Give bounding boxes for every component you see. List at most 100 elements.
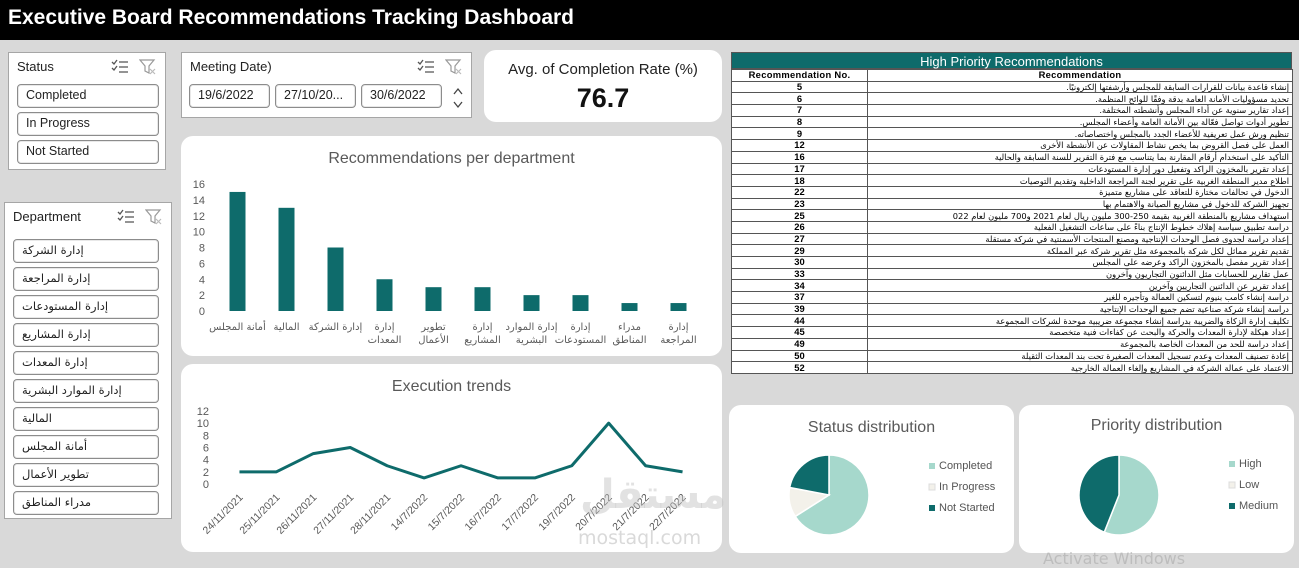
col-header-recommendation: Recommendation [867,69,1293,82]
department-option[interactable]: المالية [13,407,159,431]
priority-table-title: High Priority Recommendations [731,52,1292,69]
y-tick-label: 4 [199,274,205,286]
priority-pie-title: Priority distribution [1090,417,1223,434]
clear-filter-icon[interactable] [444,59,463,75]
legend-swatch [929,463,935,469]
x-tick-label: أمانة المجلس [209,320,266,333]
clear-filter-icon[interactable] [144,209,163,225]
recommendation-text: تقديم تقرير مماثل لكل شركة بالمجموعة مثل… [867,244,1293,257]
bar[interactable] [474,287,491,311]
recommendation-text: اطلاع مدير المنطقة الغربية على تقرير لجن… [867,174,1293,187]
status-option[interactable]: In Progress [17,112,159,136]
x-tick-label: البشرية [516,335,547,346]
pie-slice[interactable] [1078,454,1120,534]
table-row: 18 اطلاع مدير المنطقة الغربية على تقرير ل… [731,174,1293,187]
multi-select-icon[interactable] [117,209,135,225]
recommendation-text: التأكيد على استخدام أرقام المقارنة بما ي… [867,150,1293,164]
recommendation-text: إعداد تقارير سنوية عن أداء المجلس وأنشطت… [867,104,1293,117]
recommendation-number: 22 [731,185,868,199]
scroll-up-icon[interactable] [453,87,463,95]
date-option[interactable]: 27/10/20... [275,84,356,108]
x-tick-label: المالية [273,322,299,333]
recommendation-number: 17 [731,162,868,176]
bar[interactable] [278,207,295,311]
bar[interactable] [621,303,638,311]
recommendation-text: تكليف إدارة الزكاة والضريبة بدراسة إنشاء… [867,314,1293,328]
legend-label: Completed [939,460,992,472]
date-option[interactable]: 30/6/2022 [361,84,442,108]
y-tick-label: 12 [193,211,205,223]
department-option[interactable]: أمانة المجلس [13,435,159,459]
department-option[interactable]: إدارة المراجعة [13,267,159,291]
scroll-down-icon[interactable] [453,101,463,109]
table-row: 9 تنظيم ورش عمل تعريفية للأعضاء الجدد بال… [731,127,1293,141]
x-tick-label: المراجعة [660,335,696,346]
bar[interactable] [376,279,393,311]
recommendation-text: تطوير أدوات تواصل فعّالة بين الأمانة الع… [867,115,1293,129]
y-tick-label: 14 [193,195,205,207]
table-row: 30 إعداد تقرير مفصل بالمخزون الراكد وعرضه… [731,256,1293,269]
recommendations-bar-chart: 0 2 4 6 8 10 12 14 16 أمانة المجلس المالية إدارة ال… [193,179,697,346]
y-tick-label: 8 [199,243,205,255]
table-row: 5 إنشاء قاعدة بيانات للقرارات السابقة للم… [731,80,1293,94]
recommendation-number: 45 [731,326,868,339]
department-option[interactable]: إدارة الموارد البشرية [13,379,159,403]
status-slicer-header: Status [17,59,157,81]
department-option[interactable]: تطوير الأعمال [13,463,159,487]
bar[interactable] [425,287,442,311]
bar[interactable] [523,295,540,311]
y-tick-label: 6 [203,443,209,455]
recommendation-number: 29 [731,244,868,257]
x-tick-label: إدارة [668,322,688,333]
pie-slice[interactable] [1103,454,1160,536]
x-tick-label: إدارة الموارد [505,322,557,333]
recommendations-per-department-panel: Recommendations per department 0 2 4 6 8 10 12… [181,136,722,356]
dashboard-title: Executive Board Recommendations Tracking… [0,0,1299,40]
recommendation-number: 7 [731,104,868,117]
table-row: 33 عمل تقارير للحسابات مثل الدائنون التجا… [731,267,1293,281]
bar[interactable] [229,191,246,311]
recommendation-text: إعداد تقرير مفصل بالمخزون الراكد وعرضه ع… [867,256,1293,269]
department-slicer-title: Department [13,209,81,224]
recommendation-text: إعداد هيكلة لإدارة المعدات والحركة والبح… [867,326,1293,339]
status-option[interactable]: Completed [17,84,159,108]
department-option[interactable]: إدارة المشاريع [13,323,159,347]
status-slicer-title: Status [17,59,54,74]
trend-line[interactable] [239,421,683,480]
status-pie-chart: Completed In Progress Not Started [788,454,996,536]
x-tick-label: تطوير [420,322,446,333]
multi-select-icon[interactable] [111,59,129,75]
bar[interactable] [327,247,344,312]
recommendation-number: 25 [731,209,868,222]
department-option[interactable]: إدارة المستودعات [13,295,159,319]
status-option[interactable]: Not Started [17,140,159,164]
bar[interactable] [670,303,687,311]
x-tick-label: 19/7/2022 [536,492,578,534]
x-tick-label: مدراء [618,322,641,333]
pie-slice[interactable] [794,454,870,536]
y-tick-label: 0 [199,306,205,318]
x-tick-label: إدارة [472,322,492,333]
line-chart-title: Execution trends [391,378,512,395]
kpi-card: Avg. of Completion Rate (%) 76.7 [484,50,722,122]
clear-filter-icon[interactable] [138,59,157,75]
date-option[interactable]: 19/6/2022 [189,84,270,108]
department-option[interactable]: مدراء المناطق [13,491,159,515]
department-option[interactable]: إدارة الشركة [13,239,159,263]
recommendation-number: 44 [731,314,868,328]
x-tick-label: 15/7/2022 [426,492,468,534]
x-tick-label: الأعمال [418,333,449,346]
multi-select-icon[interactable] [417,59,435,75]
y-tick-label: 12 [197,406,209,418]
x-tick-label: إدارة الشركة [309,322,363,333]
pie-slice[interactable] [788,454,830,496]
legend-swatch [928,483,936,491]
date-slicer-header: Meeting Date) [190,59,463,81]
department-option[interactable]: إدارة المعدات [13,351,159,375]
recommendation-number: 49 [731,337,868,351]
recommendation-text: إعادة تصنيف المعدات وعدم تسجيل المعدات ا… [867,349,1293,363]
bar[interactable] [572,295,589,311]
recommendation-number: 33 [731,267,868,281]
x-tick-label: 16/7/2022 [463,492,505,534]
recommendation-text: دراسة إنشاء شركة صناعية تضم جميع الوحدات… [867,302,1293,316]
